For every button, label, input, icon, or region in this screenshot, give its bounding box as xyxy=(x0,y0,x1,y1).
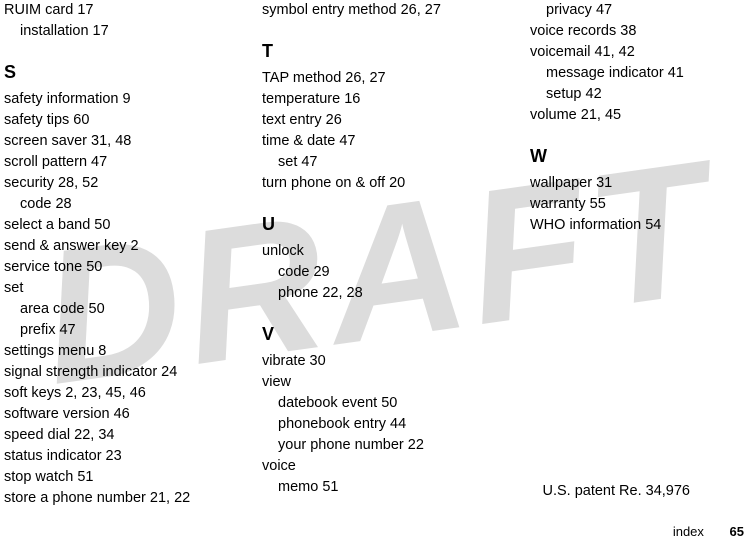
index-entry: memo 51 xyxy=(262,477,482,498)
index-entry: text entry 26 xyxy=(262,110,482,131)
index-column-2: symbol entry method 26, 27 T TAP method 26… xyxy=(262,0,482,509)
index-entry: code 28 xyxy=(4,194,214,215)
index-section-letter: T xyxy=(262,41,482,62)
index-entry: TAP method 26, 27 xyxy=(262,68,482,89)
index-entry: volume 21, 45 xyxy=(530,105,750,126)
index-column-1: RUIM card 17installation 17 Ssafety infor… xyxy=(4,0,214,509)
index-entry: set xyxy=(4,278,214,299)
index-entry: time & date 47 xyxy=(262,131,482,152)
index-entry: privacy 47 xyxy=(530,0,750,21)
index-entry: phonebook entry 44 xyxy=(262,414,482,435)
index-entry: set 47 xyxy=(262,152,482,173)
index-entry: your phone number 22 xyxy=(262,435,482,456)
patent-notice: U.S. patent Re. 34,976 xyxy=(542,483,690,499)
index-entry: view xyxy=(262,372,482,393)
footer-section-label: index xyxy=(673,524,704,539)
index-entry: warranty 55 xyxy=(530,194,750,215)
index-entry: software version 46 xyxy=(4,404,214,425)
index-entry: soft keys 2, 23, 45, 46 xyxy=(4,383,214,404)
index-entry: WHO information 54 xyxy=(530,215,750,236)
index-column-3: privacy 47voice records 38voicemail 41, … xyxy=(530,0,750,509)
index-entry: temperature 16 xyxy=(262,89,482,110)
index-entry: prefix 47 xyxy=(4,320,214,341)
index-entry: signal strength indicator 24 xyxy=(4,362,214,383)
index-entry: code 29 xyxy=(262,262,482,283)
index-entry: installation 17 xyxy=(4,21,214,42)
index-section-letter: V xyxy=(262,324,482,345)
index-entry: security 28, 52 xyxy=(4,173,214,194)
index-entry: screen saver 31, 48 xyxy=(4,131,214,152)
index-entry: status indicator 23 xyxy=(4,446,214,467)
index-section-letter: W xyxy=(530,146,750,167)
page-footer: index 65 xyxy=(673,524,744,539)
index-entry: RUIM card 17 xyxy=(4,0,214,21)
index-entry: stop watch 51 xyxy=(4,467,214,488)
index-entry: phone 22, 28 xyxy=(262,283,482,304)
index-entry: symbol entry method 26, 27 xyxy=(262,0,482,21)
index-entry: unlock xyxy=(262,241,482,262)
index-entry: safety tips 60 xyxy=(4,110,214,131)
index-entry: settings menu 8 xyxy=(4,341,214,362)
index-entry: send & answer key 2 xyxy=(4,236,214,257)
index-entry: select a band 50 xyxy=(4,215,214,236)
index-section-letter: S xyxy=(4,62,214,83)
index-columns: RUIM card 17installation 17 Ssafety infor… xyxy=(0,0,756,509)
index-entry: safety information 9 xyxy=(4,89,214,110)
index-entry: voicemail 41, 42 xyxy=(530,42,750,63)
index-section-letter: U xyxy=(262,214,482,235)
index-entry: voice records 38 xyxy=(530,21,750,42)
index-entry: store a phone number 21, 22 xyxy=(4,488,214,509)
index-entry: turn phone on & off 20 xyxy=(262,173,482,194)
index-entry: voice xyxy=(262,456,482,477)
index-entry: area code 50 xyxy=(4,299,214,320)
footer-page-number: 65 xyxy=(730,524,744,539)
index-entry: wallpaper 31 xyxy=(530,173,750,194)
index-entry: vibrate 30 xyxy=(262,351,482,372)
index-entry: message indicator 41 xyxy=(530,63,750,84)
index-entry: setup 42 xyxy=(530,84,750,105)
index-entry: datebook event 50 xyxy=(262,393,482,414)
index-entry: speed dial 22, 34 xyxy=(4,425,214,446)
index-entry: scroll pattern 47 xyxy=(4,152,214,173)
index-entry: service tone 50 xyxy=(4,257,214,278)
